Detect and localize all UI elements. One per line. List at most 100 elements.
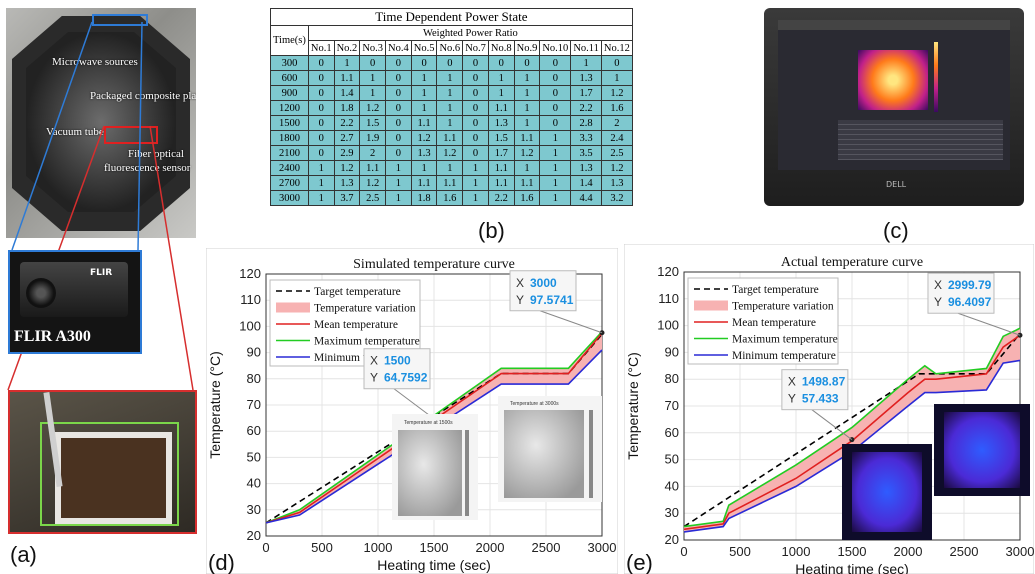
datatip-x-value: 2999.79 xyxy=(948,278,992,292)
y-tick-label: 20 xyxy=(247,528,261,543)
group-header: Weighted Power Ratio xyxy=(307,25,633,41)
ratio-cell: 1.1 xyxy=(436,175,464,191)
inset-1500-image xyxy=(398,430,462,516)
panel-letter: (d) xyxy=(208,550,235,574)
ratio-cell: 2.9 xyxy=(333,145,361,161)
ratio-cell: 3.2 xyxy=(600,190,633,206)
ratio-cell: 1 xyxy=(539,130,572,146)
y-tick-label: 110 xyxy=(658,291,679,306)
thermal-image xyxy=(858,50,928,110)
legend-box xyxy=(687,277,839,365)
label-microwave-sources: Microwave sources xyxy=(52,56,138,68)
ratio-cell: 1.8 xyxy=(333,100,361,116)
inset-3000-colorbar xyxy=(589,410,593,498)
ratio-cell: 1.5 xyxy=(359,115,387,131)
ratio-cell: 1.2 xyxy=(513,145,541,161)
chamber-photo: Microwave sources Packaged composite pla… xyxy=(6,8,196,238)
ratio-cell: 3.7 xyxy=(333,190,361,206)
chamber-interior xyxy=(26,32,176,212)
mean-temperature-line xyxy=(683,334,1021,531)
ratio-cell: 1.3 xyxy=(570,160,602,176)
composite-plate xyxy=(55,432,172,524)
time-header: Time(s) xyxy=(270,25,309,56)
ratio-cell: 0 xyxy=(600,55,633,71)
laptop-photo: DELL xyxy=(764,8,1024,206)
datatip-x-label: X xyxy=(934,278,942,292)
ratio-cell: 1.4 xyxy=(333,85,361,101)
ratio-cell: 1 xyxy=(539,175,572,191)
ratio-cell: 2.7 xyxy=(333,130,361,146)
table-title: Time Dependent Power State xyxy=(270,8,633,26)
y-tick-label: 80 xyxy=(247,371,261,386)
ratio-cell: 0 xyxy=(307,70,335,86)
table-body: 300 0 1 0 0 0 0 0 0 0 0 1 0 600 0 1.1 1 0 1 1 0 1 1 0 1.3 1 900 0 1.… xyxy=(270,55,633,206)
flir-brand-mark: FLIR xyxy=(90,268,113,278)
datatip-box xyxy=(781,369,849,411)
datatip-x-label: X xyxy=(788,375,796,389)
time-cell: 1500 xyxy=(270,115,309,131)
ratio-cell: 4.4 xyxy=(570,190,602,206)
y-tick-label: 60 xyxy=(247,423,261,438)
column-header-7: No.7 xyxy=(462,40,489,56)
ratio-cell: 0 xyxy=(487,55,515,71)
datatip-y-value: 64.7592 xyxy=(384,371,428,385)
column-header-10: No.10 xyxy=(539,40,572,56)
ratio-cell: 1 xyxy=(462,190,489,206)
ratio-cell: 0 xyxy=(539,85,572,101)
screen-toolbar xyxy=(778,20,1010,30)
ratio-cell: 2.8 xyxy=(570,115,602,131)
ratio-cell: 0 xyxy=(385,70,412,86)
actual-temperature-chart: Actual temperature curve 0 500 1000 1500 2000… xyxy=(624,244,1034,574)
ratio-cell: 1.1 xyxy=(513,175,541,191)
y-tick-label: 70 xyxy=(247,397,261,412)
y-tick-label: 100 xyxy=(239,318,261,333)
x-tick-label: 500 xyxy=(311,540,333,555)
datatip-y-value: 97.5741 xyxy=(530,293,574,307)
ratio-cell: 0 xyxy=(462,55,489,71)
legend-swatch-band xyxy=(276,302,310,313)
simulated-temperature-chart: Simulated temperature curve 0 500 1000 1500 2… xyxy=(206,248,618,574)
y-tick-label: 110 xyxy=(240,292,261,307)
column-header-8: No.8 xyxy=(487,40,515,56)
ratio-cell: 0 xyxy=(462,70,489,86)
datatip-x-value: 3000 xyxy=(530,276,557,290)
legend-label: Target temperature xyxy=(314,286,401,298)
datatip-pointer xyxy=(957,312,1021,336)
y-tick-label: 70 xyxy=(665,398,679,413)
x-tick-label: 2000 xyxy=(476,540,505,555)
ratio-cell: 1.2 xyxy=(600,160,633,176)
legend-label: Maximum temperature xyxy=(314,336,420,348)
ratio-cell: 0 xyxy=(539,115,572,131)
ratio-cell: 1 xyxy=(359,70,387,86)
ratio-cell: 1 xyxy=(436,100,464,116)
ratio-cell: 1 xyxy=(487,85,515,101)
ratio-cell: 1.1 xyxy=(487,175,515,191)
ratio-cell: 1 xyxy=(539,160,572,176)
thermal-colorbar xyxy=(934,42,938,112)
table-row: 2700 1 1.3 1.2 1 1.1 1.1 1 1.1 1.1 1 1.4 1.3 xyxy=(270,175,633,191)
ratio-cell: 1 xyxy=(410,100,438,116)
ratio-cell: 3.3 xyxy=(570,130,602,146)
ratio-cell: 0 xyxy=(385,145,412,161)
ratio-cell: 1 xyxy=(513,115,541,131)
camera-window-highlight xyxy=(92,14,148,26)
datatip-x-value: 1498.87 xyxy=(802,375,846,389)
legend-label: Mean temperature xyxy=(314,319,398,331)
ratio-cell: 0 xyxy=(539,100,572,116)
ratio-cell: 1 xyxy=(462,160,489,176)
ratio-cell: 1 xyxy=(333,55,361,71)
inset-3000-image xyxy=(504,410,584,498)
laptop-brand: DELL xyxy=(886,180,907,189)
x-axis-label: Heating time (sec) xyxy=(377,557,491,573)
x-tick-label: 3000 xyxy=(588,540,617,555)
table-row: 3000 1 3.7 2.5 1 1.8 1.6 1 2.2 1.6 1 4.4 3.2 xyxy=(270,190,633,206)
ratio-cell: 0 xyxy=(462,130,489,146)
y-axis-label: Temperature (°C) xyxy=(207,351,223,459)
ratio-cell: 0 xyxy=(307,85,335,101)
ratio-cell: 2.5 xyxy=(600,145,633,161)
minimum-temperature-line xyxy=(683,359,1021,533)
ratio-cell: 0 xyxy=(307,130,335,146)
ratio-cell: 0 xyxy=(385,85,412,101)
y-tick-label: 20 xyxy=(665,532,679,547)
legend-label: Target temperature xyxy=(732,284,819,296)
